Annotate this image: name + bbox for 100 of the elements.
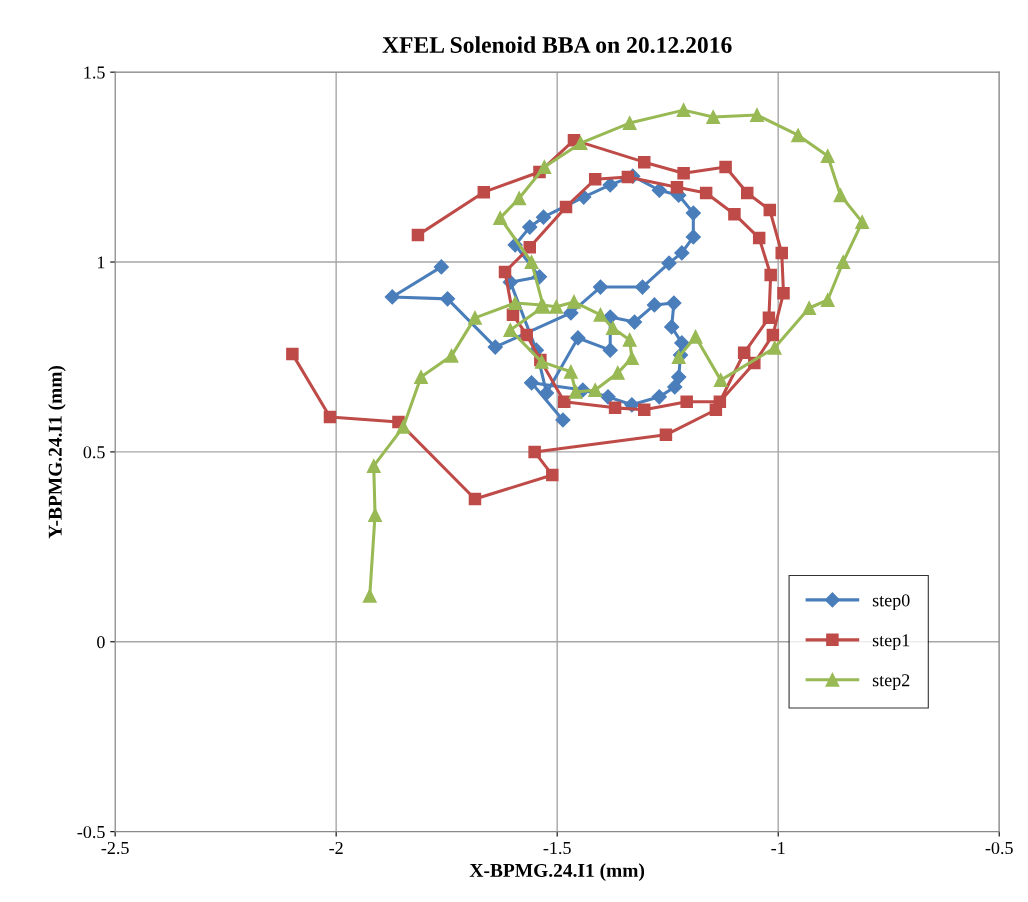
point xyxy=(688,329,703,344)
point xyxy=(764,268,777,282)
point xyxy=(674,245,690,261)
point xyxy=(524,255,539,269)
x-tick-label: -1.5 xyxy=(543,841,571,855)
point xyxy=(621,170,635,184)
x-axis-title: X-BPMG.24.I1 (mm) xyxy=(469,863,645,881)
point xyxy=(670,180,684,194)
point xyxy=(664,319,680,335)
point xyxy=(368,507,383,522)
point xyxy=(600,389,616,405)
point xyxy=(709,403,723,417)
point xyxy=(855,215,870,230)
point xyxy=(523,240,537,254)
point xyxy=(477,185,491,199)
point xyxy=(608,401,622,415)
point xyxy=(680,395,693,409)
point xyxy=(667,379,683,395)
point xyxy=(634,279,651,295)
point xyxy=(528,445,541,459)
point xyxy=(433,259,449,275)
point xyxy=(538,385,555,401)
point xyxy=(820,149,835,164)
point xyxy=(791,128,806,143)
point xyxy=(592,279,609,295)
point xyxy=(762,311,776,325)
point xyxy=(677,166,690,180)
point xyxy=(468,310,482,325)
point xyxy=(570,330,586,346)
point xyxy=(396,419,411,434)
point xyxy=(555,412,571,428)
x-tick-label: -0.5 xyxy=(985,841,1013,855)
point xyxy=(626,314,643,330)
point xyxy=(622,116,637,130)
point xyxy=(588,383,603,397)
point xyxy=(568,384,583,399)
point xyxy=(384,289,400,305)
legend-label: step2 xyxy=(872,674,910,690)
point xyxy=(520,328,533,342)
point xyxy=(661,255,677,271)
point xyxy=(498,265,512,279)
point xyxy=(685,229,701,245)
point xyxy=(651,389,667,405)
point xyxy=(638,403,651,417)
point xyxy=(563,364,578,379)
point xyxy=(362,588,377,603)
point xyxy=(602,177,618,193)
x-tick-label: -2 xyxy=(329,841,343,854)
point xyxy=(487,339,503,355)
chart-title: XFEL Solenoid BBA on 20.12.2016 xyxy=(382,36,732,54)
point xyxy=(646,297,662,313)
point xyxy=(546,468,559,482)
point xyxy=(522,219,538,235)
point xyxy=(588,172,602,186)
point xyxy=(676,103,691,118)
point xyxy=(411,228,425,242)
point xyxy=(737,346,751,360)
point xyxy=(671,369,687,385)
point xyxy=(523,375,540,391)
point xyxy=(444,348,459,363)
legend-label: step0 xyxy=(872,594,910,611)
point xyxy=(728,207,741,221)
legend-label: step1 xyxy=(872,634,910,651)
point xyxy=(508,296,523,310)
point xyxy=(706,110,721,124)
point xyxy=(752,231,766,245)
point xyxy=(699,186,713,200)
x-tick-label: -2.5 xyxy=(101,841,129,855)
point xyxy=(602,342,618,358)
point xyxy=(468,492,482,506)
point xyxy=(493,211,508,225)
y-tick-label: 1 xyxy=(97,256,105,269)
point xyxy=(624,351,639,366)
point xyxy=(777,286,790,300)
point xyxy=(439,291,456,307)
y-axis-title: Y-BPMG.24.I1 (mm) xyxy=(48,365,66,539)
x-tick-label: -1 xyxy=(771,841,785,854)
point xyxy=(763,203,777,217)
point xyxy=(659,428,673,442)
point xyxy=(549,299,564,314)
point xyxy=(567,294,581,309)
point xyxy=(286,347,299,361)
point xyxy=(605,321,620,336)
point xyxy=(414,370,428,385)
point xyxy=(833,188,848,203)
point xyxy=(638,155,651,169)
point xyxy=(719,160,732,174)
point xyxy=(775,246,788,260)
point xyxy=(512,191,527,206)
point xyxy=(323,410,337,424)
point xyxy=(593,307,608,322)
point xyxy=(750,108,764,123)
y-tick-label: 0 xyxy=(97,636,105,649)
point xyxy=(820,293,835,307)
point xyxy=(766,328,780,342)
point xyxy=(651,182,667,198)
point xyxy=(559,200,573,214)
point xyxy=(685,205,701,221)
point xyxy=(366,459,381,473)
point xyxy=(610,365,625,380)
